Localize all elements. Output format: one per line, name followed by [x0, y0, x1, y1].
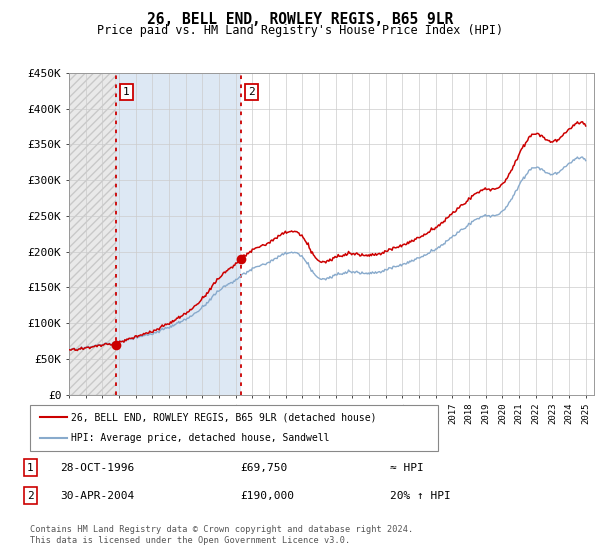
Text: ≈ HPI: ≈ HPI	[390, 463, 424, 473]
Bar	[69, 73, 116, 395]
Text: £69,750: £69,750	[240, 463, 287, 473]
Text: HPI: Average price, detached house, Sandwell: HPI: Average price, detached house, Sand…	[71, 433, 329, 444]
Text: 1: 1	[27, 463, 34, 473]
Text: Contains HM Land Registry data © Crown copyright and database right 2024.
This d: Contains HM Land Registry data © Crown c…	[30, 525, 413, 545]
Text: 1: 1	[123, 87, 130, 97]
Text: 2: 2	[248, 87, 254, 97]
Bar	[116, 73, 241, 395]
Text: 28-OCT-1996: 28-OCT-1996	[60, 463, 134, 473]
FancyBboxPatch shape	[30, 405, 438, 451]
Text: 30-APR-2004: 30-APR-2004	[60, 491, 134, 501]
Text: 20% ↑ HPI: 20% ↑ HPI	[390, 491, 451, 501]
Text: £190,000: £190,000	[240, 491, 294, 501]
Text: 2: 2	[27, 491, 34, 501]
Text: Price paid vs. HM Land Registry's House Price Index (HPI): Price paid vs. HM Land Registry's House …	[97, 24, 503, 37]
Text: 26, BELL END, ROWLEY REGIS, B65 9LR: 26, BELL END, ROWLEY REGIS, B65 9LR	[147, 12, 453, 27]
Text: 26, BELL END, ROWLEY REGIS, B65 9LR (detached house): 26, BELL END, ROWLEY REGIS, B65 9LR (det…	[71, 412, 376, 422]
